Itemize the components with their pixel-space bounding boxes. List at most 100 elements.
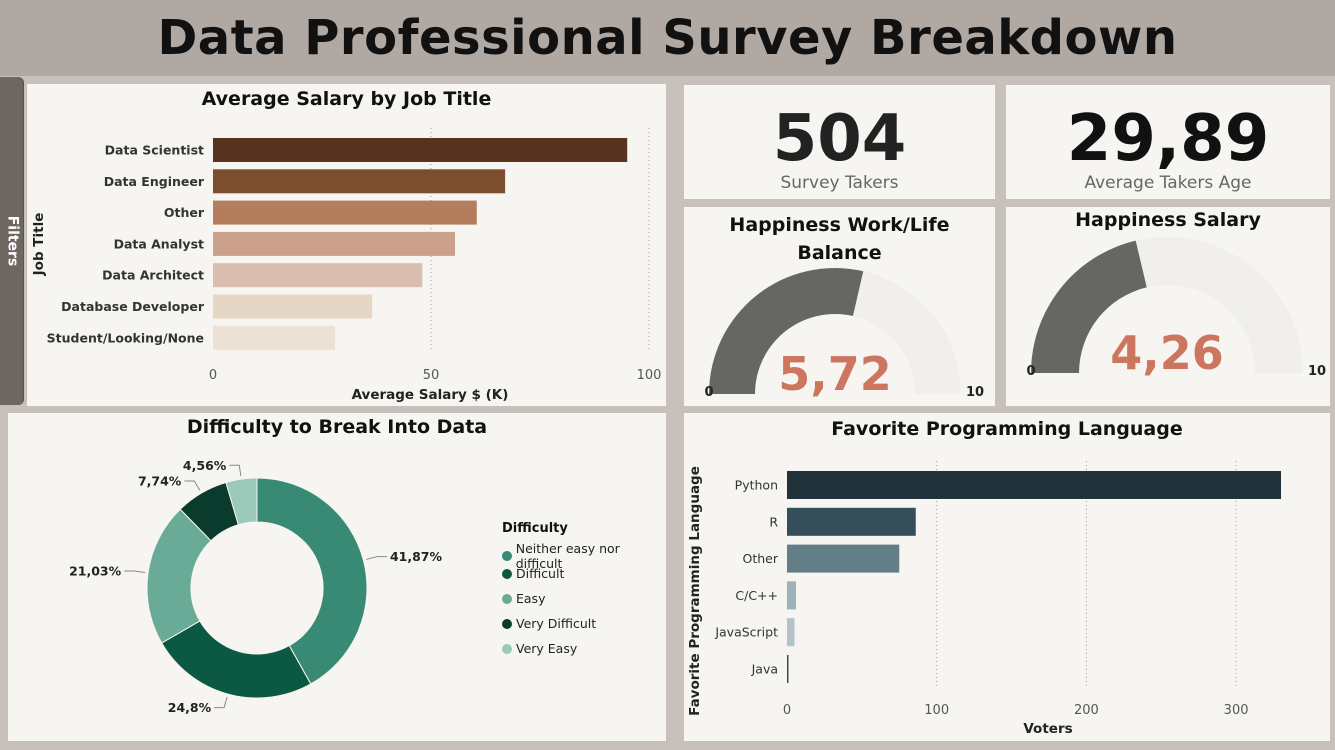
legend-marker-icon [502,643,512,654]
filters-tab[interactable]: Filters [0,77,24,405]
donut-data-label: 41,87% [390,549,443,564]
legend-marker-icon [502,551,512,561]
donut-leader-line [229,464,242,477]
kpi-survey-takers: 504 Survey Takers [684,85,995,199]
average-age-label: Average Takers Age [1084,173,1252,193]
gauge-work-life-title: Happiness Work/Life Balance [684,211,995,267]
donut-data-label: 7,74% [138,473,182,488]
language-bar [787,507,916,536]
salary-bar [213,263,423,288]
difficulty-legend-label: Neither easy nor difficult [515,541,620,571]
donut-data-label: 21,03% [69,564,122,579]
language-bar-chart: 0 100 200 300 Python R Other C/C++ JavaScript Jav… [687,461,1281,737]
language-chart-title: Favorite Programming Language [831,418,1183,440]
gauge-work-life-min-label: 0 [704,385,713,400]
donut-leader-line [124,570,146,574]
language-category-label: JavaScript [714,625,778,640]
difficulty-legend-item[interactable]: Very Difficult [502,616,596,631]
gauge-work-life-title-line1: Happiness Work/Life [729,214,950,236]
language-y-axis-label: Favorite Programming Language [687,466,703,716]
gauge-work-life-panel: Happiness Work/Life Balance 5,72 0 10 [684,207,995,406]
kpi-average-age: 29,89 Average Takers Age [1006,85,1330,199]
gauge-salary-value-label: 4,26 [1110,326,1224,380]
donut-slice [161,620,312,699]
difficulty-legend-label: Difficult [516,566,565,581]
language-tick-label: 200 [1074,703,1099,718]
salary-category-label: Data Scientist [105,143,204,158]
donut-leader-line [214,696,228,709]
gauge-salary-panel: Happiness Salary 4,26 0 10 [1006,207,1330,406]
donut-data-label: 24,8% [168,700,212,715]
language-bar [787,655,789,683]
difficulty-legend-item[interactable]: Difficult [502,566,564,581]
language-category-label: Python [735,478,778,493]
difficulty-legend-label: Very Difficult [516,616,597,631]
language-tick-label: 0 [783,703,791,718]
language-bar [787,581,796,610]
difficulty-legend-item[interactable]: Easy [502,591,545,606]
gauge-salary: 4,26 0 10 [1026,237,1326,380]
salary-bar [213,294,373,319]
language-category-label: C/C++ [735,588,778,603]
gauge-salary-title: Happiness Salary [1075,209,1261,231]
dashboard-header: Data Professional Survey Breakdown [0,0,1335,76]
language-tick-label: 100 [924,703,949,718]
legend-marker-icon [502,568,512,579]
salary-chart-title: Average Salary by Job Title [201,88,492,110]
gauge-work-life-title-line2: Balance [797,242,882,264]
salary-bar [213,325,336,350]
language-category-label: Java [751,662,778,677]
salary-x-axis-label: Average Salary $ (K) [352,387,509,403]
difficulty-chart-panel: Difficulty to Break Into Data 41,87% 24,8… [8,413,666,741]
salary-bar-chart: 0 50 100 Data Scientist Data Engineer Other Da… [31,128,662,403]
language-category-label: Other [743,551,779,566]
donut-slice [225,477,258,526]
language-category-label: R [769,514,778,529]
difficulty-legend-label: Easy [516,591,546,606]
salary-chart-panel: Average Salary by Job Title 0 50 100 Data S… [27,84,666,406]
salary-tick-label: 0 [209,368,217,383]
difficulty-chart-title: Difficulty to Break Into Data [186,416,488,438]
legend-marker-icon [502,593,512,604]
salary-category-label: Database Developer [61,299,205,314]
difficulty-legend-title: Difficulty [502,521,568,536]
dashboard-title: Data Professional Survey Breakdown [157,10,1178,66]
gauge-work-life: 5,72 0 10 [704,268,984,401]
language-bar [787,471,1281,499]
survey-takers-label: Survey Takers [780,173,899,193]
difficulty-legend-item[interactable]: Very Easy [502,641,577,656]
gauge-work-life-max-label: 10 [966,385,984,400]
salary-bar [213,169,506,194]
gauge-work-life-fill [709,268,864,394]
difficulty-legend-item[interactable]: Neither easy nor difficult [502,541,666,571]
salary-category-label: Data Engineer [104,174,205,189]
gauge-salary-max-label: 10 [1308,364,1326,379]
salary-tick-label: 100 [637,368,662,383]
salary-bar [213,231,455,256]
donut-leader-line [184,480,201,491]
salary-bar [213,138,628,162]
gauge-salary-min-label: 0 [1026,364,1035,379]
salary-bar [213,200,477,225]
donut-slice [256,477,368,685]
gauge-salary-fill [1031,240,1147,373]
salary-category-label: Other [164,205,205,220]
filters-label: Filters [4,215,20,267]
difficulty-legend-label: Very Easy [516,641,578,656]
salary-category-label: Student/Looking/None [47,330,204,345]
gauge-work-life-value-label: 5,72 [778,347,892,401]
salary-category-label: Data Architect [102,268,204,283]
salary-tick-label: 50 [423,368,440,383]
survey-takers-value: 504 [772,102,907,176]
language-x-axis-label: Voters [1023,721,1072,737]
legend-marker-icon [502,618,512,629]
salary-y-axis-label: Job Title [31,213,47,277]
language-chart-panel: Favorite Programming Language 0 100 200 300… [684,413,1330,741]
difficulty-donut-chart: 41,87% 24,8% 21,03% 7,74%4,56% [69,458,443,715]
salary-category-label: Data Analyst [114,236,204,251]
language-bar [787,618,795,647]
donut-data-label: 4,56% [183,458,227,473]
donut-leader-line [366,556,387,560]
language-bar [787,544,900,573]
language-tick-label: 300 [1224,703,1249,718]
